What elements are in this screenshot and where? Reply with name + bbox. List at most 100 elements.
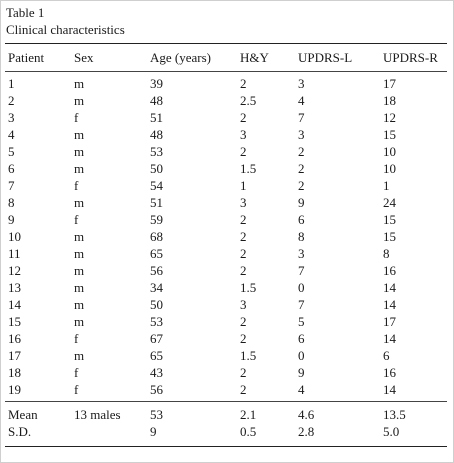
cell-updrs-r: 16 bbox=[383, 365, 396, 380]
cell-patient: 14 bbox=[8, 297, 21, 312]
cell-updrs-l: 7 bbox=[298, 110, 305, 125]
cell-age: 50 bbox=[150, 297, 163, 312]
cell-patient: 6 bbox=[8, 161, 15, 176]
cell-patient: 3 bbox=[8, 110, 15, 125]
cell-hy: 2 bbox=[240, 229, 247, 244]
table-row: 19 f 56 2 4 14 bbox=[0, 382, 454, 398]
cell-hy: 2 bbox=[240, 110, 247, 125]
cell-age: 65 bbox=[150, 246, 163, 261]
cell-hy: 2.5 bbox=[240, 93, 257, 108]
table-row: 8 m 51 3 9 24 bbox=[0, 195, 454, 211]
cell-updrs-r: 18 bbox=[383, 93, 396, 108]
bottom-rule bbox=[5, 446, 447, 447]
table-title: Clinical characteristics bbox=[6, 22, 125, 37]
cell-hy: 3 bbox=[240, 297, 247, 312]
cell-sex: f bbox=[74, 331, 79, 346]
cell-updrs-r: 10 bbox=[383, 144, 396, 159]
table-caption: Table 1 Clinical characteristics bbox=[6, 4, 125, 38]
cell-hy: 3 bbox=[240, 195, 247, 210]
cell-age: 39 bbox=[150, 76, 163, 91]
cell-updrs-l: 0 bbox=[298, 280, 305, 295]
header-updrs-l: UPDRS-L bbox=[298, 50, 353, 65]
cell-hy: 2 bbox=[240, 382, 247, 397]
table-row: 3 f 51 2 7 12 bbox=[0, 110, 454, 126]
cell-age: 50 bbox=[150, 161, 163, 176]
cell-updrs-l: 7 bbox=[298, 263, 305, 278]
cell-hy: 1.5 bbox=[240, 161, 257, 176]
cell-updrs-l: 5 bbox=[298, 314, 305, 329]
cell-updrs-r: 17 bbox=[383, 314, 396, 329]
summary-patient: Mean bbox=[8, 407, 38, 422]
summary-patient: S.D. bbox=[8, 424, 32, 439]
cell-updrs-l: 3 bbox=[298, 246, 305, 261]
cell-sex: m bbox=[74, 348, 85, 363]
cell-updrs-l: 4 bbox=[298, 93, 305, 108]
summary-row: Mean 13 males 53 2.1 4.6 13.5 bbox=[0, 407, 454, 423]
cell-sex: m bbox=[74, 93, 85, 108]
table-row: 2 m 48 2.5 4 18 bbox=[0, 93, 454, 109]
cell-updrs-l: 6 bbox=[298, 331, 305, 346]
summary-hy: 0.5 bbox=[240, 424, 257, 439]
cell-age: 67 bbox=[150, 331, 163, 346]
cell-updrs-r: 15 bbox=[383, 127, 396, 142]
cell-updrs-r: 17 bbox=[383, 76, 396, 91]
cell-hy: 2 bbox=[240, 314, 247, 329]
cell-updrs-r: 14 bbox=[383, 297, 396, 312]
cell-patient: 12 bbox=[8, 263, 21, 278]
cell-patient: 5 bbox=[8, 144, 15, 159]
cell-updrs-l: 3 bbox=[298, 127, 305, 142]
cell-patient: 2 bbox=[8, 93, 15, 108]
cell-updrs-l: 6 bbox=[298, 212, 305, 227]
cell-sex: f bbox=[74, 178, 79, 193]
cell-patient: 8 bbox=[8, 195, 15, 210]
cell-hy: 2 bbox=[240, 263, 247, 278]
cell-patient: 11 bbox=[8, 246, 21, 261]
cell-age: 68 bbox=[150, 229, 163, 244]
cell-hy: 2 bbox=[240, 76, 247, 91]
cell-sex: m bbox=[74, 161, 85, 176]
table-row: 5 m 53 2 2 10 bbox=[0, 144, 454, 160]
cell-hy: 1 bbox=[240, 178, 247, 193]
cell-updrs-l: 4 bbox=[298, 382, 305, 397]
table-row: 9 f 59 2 6 15 bbox=[0, 212, 454, 228]
summary-age: 53 bbox=[150, 407, 163, 422]
header-patient: Patient bbox=[8, 50, 45, 65]
cell-patient: 17 bbox=[8, 348, 21, 363]
cell-age: 34 bbox=[150, 280, 163, 295]
cell-age: 54 bbox=[150, 178, 163, 193]
cell-patient: 7 bbox=[8, 178, 15, 193]
cell-updrs-r: 14 bbox=[383, 280, 396, 295]
cell-sex: m bbox=[74, 144, 85, 159]
summary-sex: 13 males bbox=[74, 407, 121, 422]
header-sex: Sex bbox=[74, 50, 94, 65]
cell-age: 51 bbox=[150, 110, 163, 125]
cell-updrs-l: 0 bbox=[298, 348, 305, 363]
table-label: Table 1 bbox=[6, 5, 45, 20]
cell-hy: 2 bbox=[240, 365, 247, 380]
cell-updrs-r: 8 bbox=[383, 246, 390, 261]
table-row: 11 m 65 2 3 8 bbox=[0, 246, 454, 262]
table-row: 16 f 67 2 6 14 bbox=[0, 331, 454, 347]
header-updrs-r: UPDRS-R bbox=[383, 50, 438, 65]
cell-age: 65 bbox=[150, 348, 163, 363]
summary-updrs-r: 5.0 bbox=[383, 424, 400, 439]
cell-hy: 2 bbox=[240, 212, 247, 227]
cell-updrs-r: 24 bbox=[383, 195, 396, 210]
cell-patient: 13 bbox=[8, 280, 21, 295]
table-row: 1 m 39 2 3 17 bbox=[0, 76, 454, 92]
cell-age: 56 bbox=[150, 382, 163, 397]
table-row: 6 m 50 1.5 2 10 bbox=[0, 161, 454, 177]
cell-updrs-r: 15 bbox=[383, 229, 396, 244]
summary-age: 9 bbox=[150, 424, 157, 439]
cell-updrs-l: 2 bbox=[298, 178, 305, 193]
cell-updrs-l: 2 bbox=[298, 161, 305, 176]
table-row: 10 m 68 2 8 15 bbox=[0, 229, 454, 245]
cell-age: 48 bbox=[150, 127, 163, 142]
cell-updrs-r: 14 bbox=[383, 331, 396, 346]
cell-age: 53 bbox=[150, 314, 163, 329]
cell-sex: m bbox=[74, 263, 85, 278]
cell-updrs-l: 9 bbox=[298, 195, 305, 210]
table-row: 17 m 65 1.5 0 6 bbox=[0, 348, 454, 364]
cell-patient: 4 bbox=[8, 127, 15, 142]
cell-updrs-l: 8 bbox=[298, 229, 305, 244]
